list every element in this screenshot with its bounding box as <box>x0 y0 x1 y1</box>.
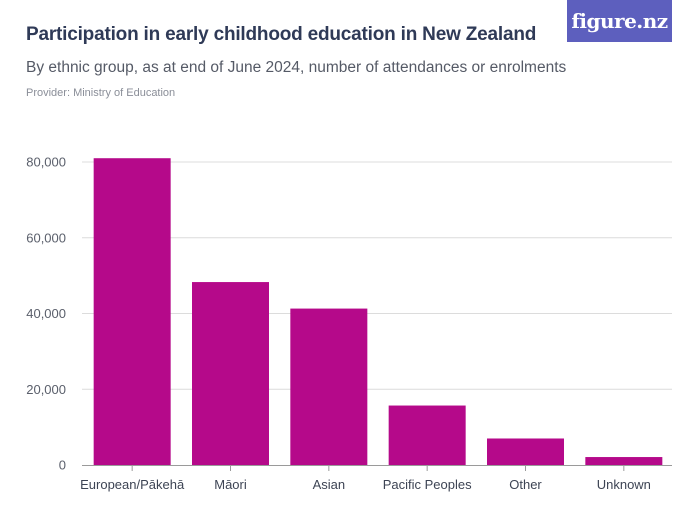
bar <box>93 158 171 465</box>
figure-nz-logo[interactable]: figure.nz <box>567 0 672 42</box>
logo-text: figure.nz <box>571 9 668 33</box>
x-tick-label: Asian <box>313 477 346 492</box>
x-tick-label: Unknown <box>597 477 651 492</box>
y-tick-label: 60,000 <box>26 230 66 245</box>
bar <box>290 308 368 465</box>
data-provider: Provider: Ministry of Education <box>26 87 176 99</box>
y-tick-label: 40,000 <box>26 306 66 321</box>
y-tick-label: 20,000 <box>26 382 66 397</box>
chart-subtitle: By ethnic group, as at end of June 2024,… <box>26 59 567 76</box>
bar <box>585 457 663 465</box>
chart-title: Participation in early childhood educati… <box>26 24 537 45</box>
gridlines <box>82 161 672 466</box>
y-axis-ticks: 0 20,000 40,000 60,000 80,000 <box>26 155 66 473</box>
x-tick-label: Pacific Peoples <box>383 477 472 492</box>
y-tick-label: 0 <box>59 458 66 473</box>
x-tick-label: European/Pākehā <box>80 477 185 492</box>
bars <box>93 158 663 465</box>
bar <box>487 438 564 465</box>
y-tick-label: 80,000 <box>26 155 66 170</box>
x-tick-label: Māori <box>214 477 247 492</box>
x-axis-ticks: European/Pākehā Māori Asian Pacific Peoples… <box>80 466 651 492</box>
x-tick-label: Other <box>509 477 542 492</box>
bar <box>388 405 466 465</box>
bar <box>192 282 269 465</box>
